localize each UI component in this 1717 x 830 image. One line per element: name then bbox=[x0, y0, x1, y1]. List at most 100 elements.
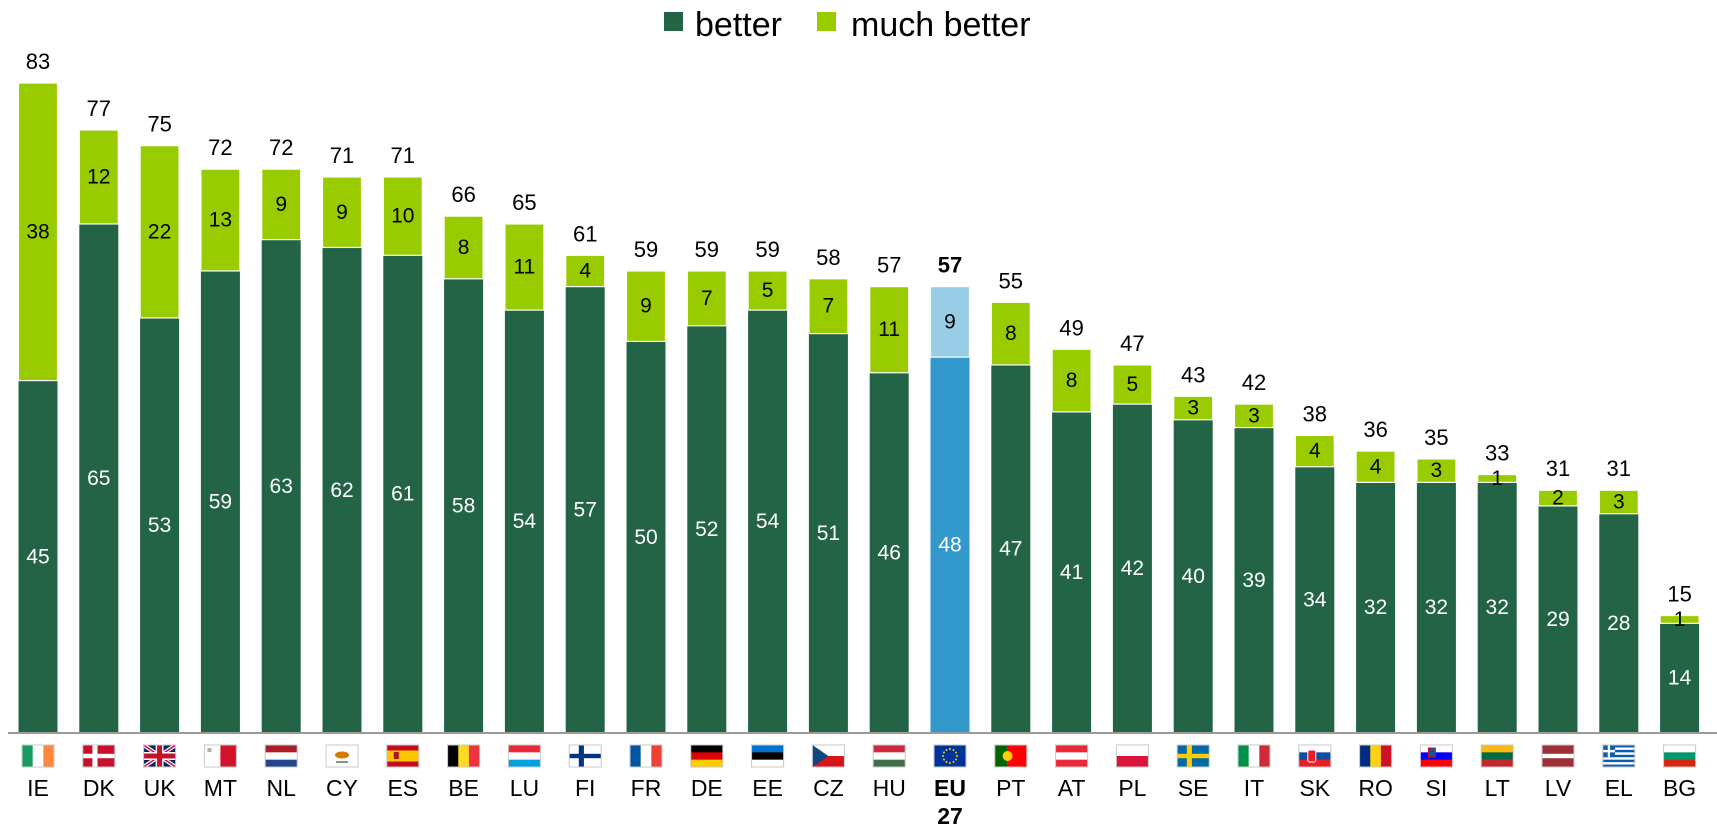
value-label-better: 45 bbox=[26, 545, 49, 568]
bar-much-better-de bbox=[686, 270, 727, 327]
bar-much-better-eu-27 bbox=[929, 286, 971, 358]
category-label-lt: LT bbox=[1485, 775, 1510, 801]
bar-much-better-el bbox=[1598, 489, 1639, 515]
value-label-better: 59 bbox=[209, 491, 232, 514]
bar-better-pt bbox=[991, 364, 1031, 733]
malta-flag-icon bbox=[203, 744, 237, 768]
bar-much-better-fi bbox=[565, 254, 606, 288]
bar-better-cy bbox=[322, 247, 362, 733]
bar-much-better-lv bbox=[1537, 489, 1579, 507]
total-label: 59 bbox=[634, 237, 658, 262]
bar-group-lt: 32 133 bbox=[1477, 441, 1518, 733]
total-label: 31 bbox=[1607, 456, 1631, 481]
bar-group-ee: 54 5 59 bbox=[747, 237, 788, 733]
bulgaria-flag-icon bbox=[1663, 744, 1697, 768]
category-label-se: SE bbox=[1178, 775, 1209, 801]
bar-better-fr bbox=[626, 341, 666, 733]
italy-flag-icon bbox=[1237, 744, 1271, 768]
bar-much-better-lu bbox=[504, 223, 545, 311]
total-label: 15 bbox=[1667, 582, 1691, 607]
category-label-lv: LV bbox=[1545, 775, 1572, 801]
latvia-flag-icon bbox=[1541, 744, 1575, 768]
value-label-much-better: 38 bbox=[26, 220, 49, 243]
category-label-ro: RO bbox=[1358, 775, 1393, 801]
total-label: 71 bbox=[391, 143, 415, 168]
total-label: 59 bbox=[695, 237, 719, 262]
lithuania-flag-icon bbox=[1480, 744, 1514, 768]
category-label-si: SI bbox=[1426, 775, 1448, 801]
total-label: 33 bbox=[1485, 441, 1509, 466]
value-label-much-better: 4 bbox=[1370, 455, 1382, 478]
value-label-better: 48 bbox=[938, 534, 961, 557]
category-label-hu: HU bbox=[873, 775, 906, 801]
value-label-better: 58 bbox=[452, 494, 475, 517]
value-label-better: 41 bbox=[1060, 561, 1083, 584]
value-label-better: 29 bbox=[1546, 608, 1569, 631]
finland-flag-icon bbox=[568, 744, 602, 768]
value-label-better: 32 bbox=[1486, 596, 1509, 619]
bar-group-pt: 47 8 55 bbox=[990, 268, 1031, 733]
denmark-flag-icon bbox=[82, 744, 116, 768]
total-label: 35 bbox=[1424, 425, 1448, 450]
value-label-much-better: 11 bbox=[513, 256, 535, 279]
bar-group-dk: 65 12 77 bbox=[78, 96, 119, 733]
value-label-much-better: 3 bbox=[1187, 397, 1199, 420]
category-label-ie: IE bbox=[27, 775, 49, 801]
bar-better-se bbox=[1173, 419, 1213, 733]
total-label: 75 bbox=[147, 112, 171, 137]
hungary-flag-icon bbox=[872, 744, 906, 768]
value-label-much-better: 9 bbox=[944, 310, 956, 333]
total-label: 59 bbox=[755, 237, 779, 262]
bar-better-fi bbox=[565, 286, 605, 733]
value-label-much-better: 8 bbox=[1005, 322, 1017, 345]
value-label-better: 52 bbox=[695, 518, 718, 541]
value-label-better: 34 bbox=[1303, 588, 1327, 611]
greece-flag-icon bbox=[1602, 744, 1636, 768]
total-label: 83 bbox=[26, 49, 50, 74]
total-label: 38 bbox=[1303, 401, 1327, 426]
category-label-be: BE bbox=[448, 775, 479, 801]
category-label-de: DE bbox=[691, 775, 723, 801]
bar-better-nl bbox=[261, 239, 301, 733]
bar-better-mt bbox=[200, 270, 240, 733]
bars: 4538836512775322755913726397262971611071… bbox=[17, 49, 1700, 733]
bar-better-hu bbox=[869, 372, 909, 733]
bar-group-cy: 62 9 71 bbox=[321, 143, 363, 733]
category-label-eu-27: EU 27 bbox=[934, 775, 966, 829]
bar-group-si: 32 3 35 bbox=[1416, 425, 1457, 733]
bar-much-better-ro bbox=[1355, 450, 1396, 483]
value-label-better: 54 bbox=[513, 510, 537, 533]
total-label: 55 bbox=[999, 268, 1023, 293]
eu-flag-icon bbox=[933, 744, 967, 768]
value-label-better: 63 bbox=[270, 475, 293, 498]
bar-group-bg: 14 115 bbox=[1659, 582, 1700, 733]
total-label: 47 bbox=[1120, 331, 1144, 356]
value-label-better: 65 bbox=[87, 467, 110, 490]
value-label-much-better: 4 bbox=[579, 259, 591, 282]
value-label-much-better: 7 bbox=[701, 287, 713, 310]
bar-group-mt: 59 13 72 bbox=[200, 135, 241, 733]
bar-group-ro: 32 4 36 bbox=[1355, 417, 1396, 733]
value-label-much-better: 9 bbox=[275, 193, 287, 216]
value-label-better: 46 bbox=[878, 541, 901, 564]
bar-group-fr: 50 9 59 bbox=[625, 237, 667, 733]
category-label-bg: BG bbox=[1663, 775, 1696, 801]
total-label: 57 bbox=[877, 253, 901, 278]
category-label-fi: FI bbox=[575, 775, 595, 801]
bar-much-better-cy bbox=[321, 176, 363, 249]
legend: better much better bbox=[664, 6, 1031, 44]
category-label-mt: MT bbox=[204, 775, 237, 801]
belgium-flag-icon bbox=[447, 744, 481, 768]
estonia-flag-icon bbox=[751, 744, 785, 768]
value-label-better: 14 bbox=[1668, 667, 1692, 690]
bar-group-ie: 45 38 83 bbox=[17, 49, 59, 733]
bar-group-be: 58 8 66 bbox=[443, 182, 484, 733]
total-label: 42 bbox=[1242, 370, 1266, 395]
bar-much-better-nl bbox=[261, 168, 302, 241]
bar-much-better-si bbox=[1416, 458, 1457, 483]
value-label-much-better: 22 bbox=[148, 220, 171, 243]
bar-much-better-it bbox=[1233, 403, 1275, 429]
value-label-much-better: 7 bbox=[823, 295, 835, 318]
category-label-uk: UK bbox=[144, 775, 177, 801]
germany-flag-icon bbox=[690, 744, 724, 768]
